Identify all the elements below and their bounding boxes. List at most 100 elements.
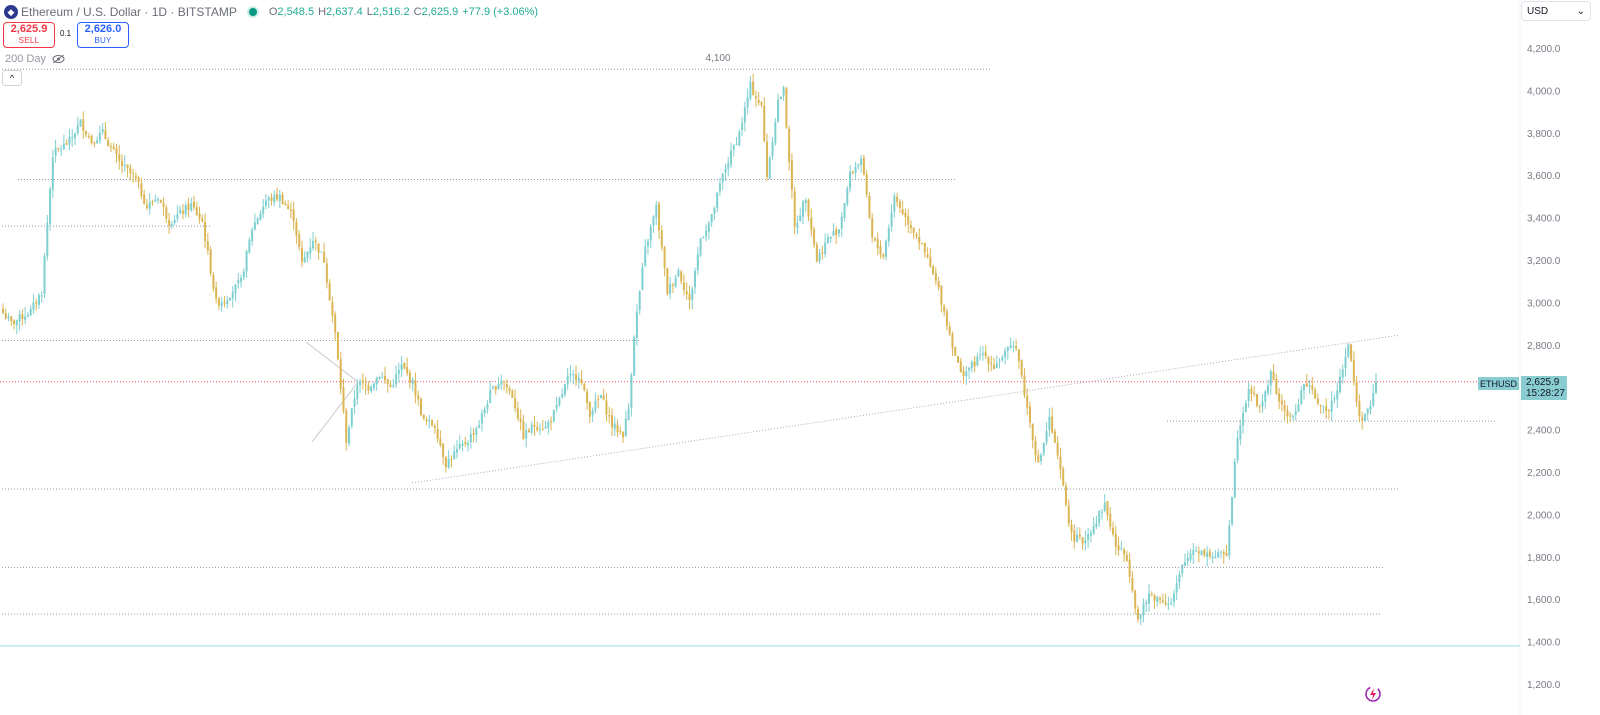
candle-body: [455, 448, 458, 453]
candle-body: [992, 364, 995, 369]
candle-body: [1225, 553, 1228, 556]
candle-body: [710, 213, 713, 223]
candle-body: [907, 216, 910, 225]
candle-body: [1228, 525, 1231, 556]
candle-body: [1195, 550, 1198, 552]
candle-body: [157, 199, 160, 201]
candle-body: [1128, 559, 1131, 577]
candle-body: [868, 195, 871, 218]
currency-selector[interactable]: USD ⌄: [1521, 1, 1591, 21]
candle-body: [766, 141, 769, 178]
candle-body: [541, 428, 544, 430]
sell-price: 2,625.9: [10, 23, 48, 35]
candle-body: [898, 201, 901, 209]
candle-body: [555, 404, 558, 409]
candle-body: [312, 240, 315, 249]
candle-body: [918, 237, 921, 244]
low-value: 2,516.2: [372, 6, 410, 18]
tradingview-logo-icon[interactable]: [1363, 684, 1383, 704]
candle-body: [1006, 347, 1009, 352]
candle-body: [649, 226, 652, 241]
candle-body: [965, 371, 968, 377]
candle-body: [154, 199, 157, 202]
symbol-header: ◆ Ethereum / U.S. Dollar · 1D · BITSTAMP…: [4, 3, 538, 21]
candle-body: [1117, 545, 1120, 551]
candle-body: [500, 380, 503, 385]
candle-body: [763, 105, 766, 141]
candle-body: [1125, 555, 1128, 561]
triangle-drawing: [305, 341, 359, 443]
candle-body: [331, 301, 334, 316]
candle-body: [782, 87, 785, 96]
candle-body: [837, 229, 840, 234]
eye-off-icon[interactable]: [52, 54, 65, 64]
candle-body: [1123, 549, 1126, 555]
candle-body: [1192, 550, 1195, 556]
candle-body: [644, 246, 647, 266]
indicator-legend[interactable]: 200 Day: [5, 53, 65, 65]
candle-body: [132, 173, 135, 175]
candle-body: [298, 234, 301, 248]
candle-body: [829, 236, 832, 239]
candle-body: [862, 157, 865, 175]
candle-body: [57, 147, 60, 149]
current-price-value: 2,625.9: [1526, 377, 1560, 388]
candle-body: [148, 202, 151, 209]
symbol-title[interactable]: Ethereum / U.S. Dollar · 1D · BITSTAMP: [21, 5, 237, 19]
candle-body: [741, 123, 744, 131]
candle-body: [1369, 405, 1372, 410]
candle-body: [1316, 398, 1319, 404]
sell-button[interactable]: 2,625.9 SELL: [3, 22, 55, 48]
candle-body: [273, 194, 276, 203]
candle-body: [1067, 505, 1070, 524]
candle-body: [2, 308, 4, 314]
candle-body: [508, 388, 511, 392]
candle-body: [948, 326, 951, 335]
candle-body: [934, 272, 937, 281]
candle-body: [1244, 402, 1247, 413]
candle-body: [912, 227, 915, 233]
candle-body: [348, 427, 351, 444]
candle-body: [240, 277, 243, 282]
candle-body: [873, 238, 876, 241]
candle-body: [727, 163, 730, 170]
candle-body: [1070, 524, 1073, 532]
candle-body: [959, 360, 962, 373]
candle-body: [1136, 608, 1139, 620]
candle-body: [1264, 391, 1267, 402]
candle-body: [691, 288, 694, 300]
collapse-legend-button[interactable]: ^: [2, 70, 22, 86]
buy-button[interactable]: 2,626.0 BUY: [77, 22, 129, 48]
candle-body: [1333, 397, 1336, 400]
candle-body: [96, 140, 99, 144]
candle-body: [1159, 597, 1162, 600]
y-tick-label: 3,400.0: [1527, 214, 1561, 225]
candle-body: [375, 377, 378, 385]
candle-body: [1056, 442, 1059, 456]
candle-body: [82, 119, 85, 132]
candle-body: [788, 128, 791, 163]
candle-body: [453, 451, 456, 459]
candle-body: [968, 368, 971, 371]
candle-body: [217, 298, 220, 306]
candle-body: [1026, 395, 1029, 408]
candle-body: [378, 377, 381, 380]
candle-body: [677, 270, 680, 277]
candle-body: [237, 280, 240, 284]
candle-body: [223, 302, 226, 304]
candle-body: [851, 172, 854, 174]
candle-body: [403, 362, 406, 369]
candle-body: [464, 442, 467, 445]
candle-body: [264, 200, 267, 206]
trendline: [411, 334, 1401, 484]
candle-body: [923, 242, 926, 253]
y-tick-label: 4,200.0: [1527, 44, 1561, 55]
candle-body: [926, 254, 929, 258]
candle-body: [1178, 574, 1181, 583]
candle-body: [638, 291, 641, 311]
candle-body: [1358, 401, 1361, 417]
candle-body: [1339, 376, 1342, 393]
candle-body: [98, 132, 101, 141]
candle-body: [832, 231, 835, 236]
